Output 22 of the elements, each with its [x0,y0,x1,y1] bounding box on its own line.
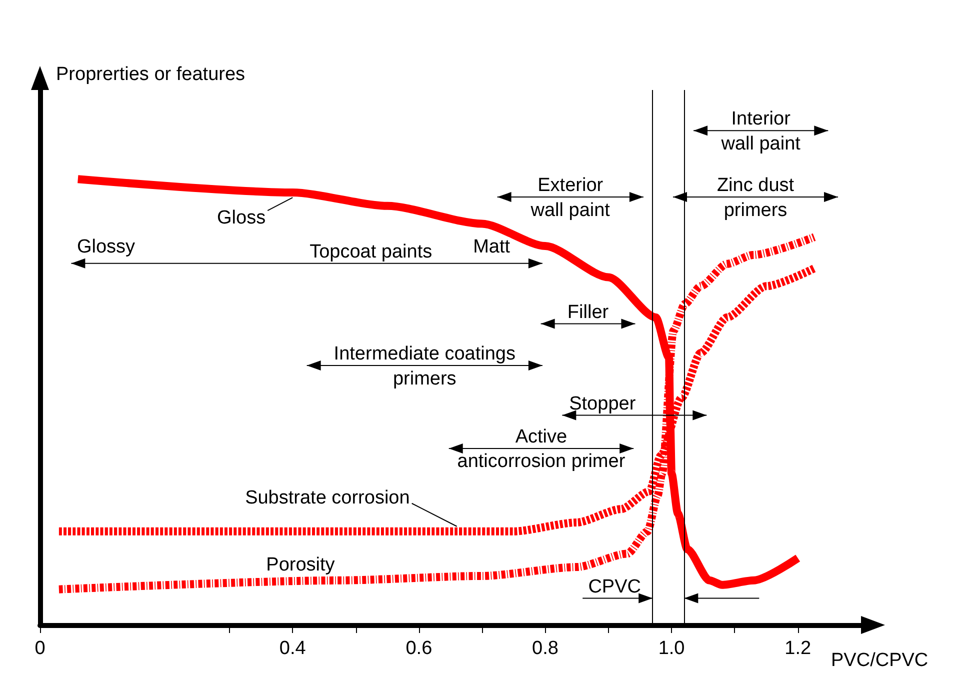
x-axis-title: PVC/CPVC [831,650,928,671]
x-tick-label: 0.6 [406,638,432,659]
x-tick-label: 1.0 [658,638,685,659]
series-label: Gloss [217,207,266,228]
annotation: Topcoat paints [310,241,432,262]
annotation: Glossy [76,236,136,258]
annotation: Filler [567,302,610,323]
annotation: Matt [473,236,511,258]
text: Interior wall paint [720,108,802,154]
x-tick-label: 0.4 [279,638,306,659]
annotation: Exterior wall paint [530,175,611,221]
annotation: Zinc dust primers [716,175,795,221]
x-tick-label: 1.2 [784,638,812,659]
annotation: Stopper [569,393,636,414]
annotation: Intermediate coatings primers [334,344,516,390]
y-axis-title: Proprerties or features [56,64,246,85]
series-label: Substrate corrosion [245,487,410,508]
annotation: Active anticorrosion primer [457,426,626,472]
x-tick-label: 0 [34,638,46,659]
x-tick-label: 0.8 [532,638,558,659]
ref-line-label: CPVC [588,576,641,598]
series-label: Porosity [266,554,336,576]
